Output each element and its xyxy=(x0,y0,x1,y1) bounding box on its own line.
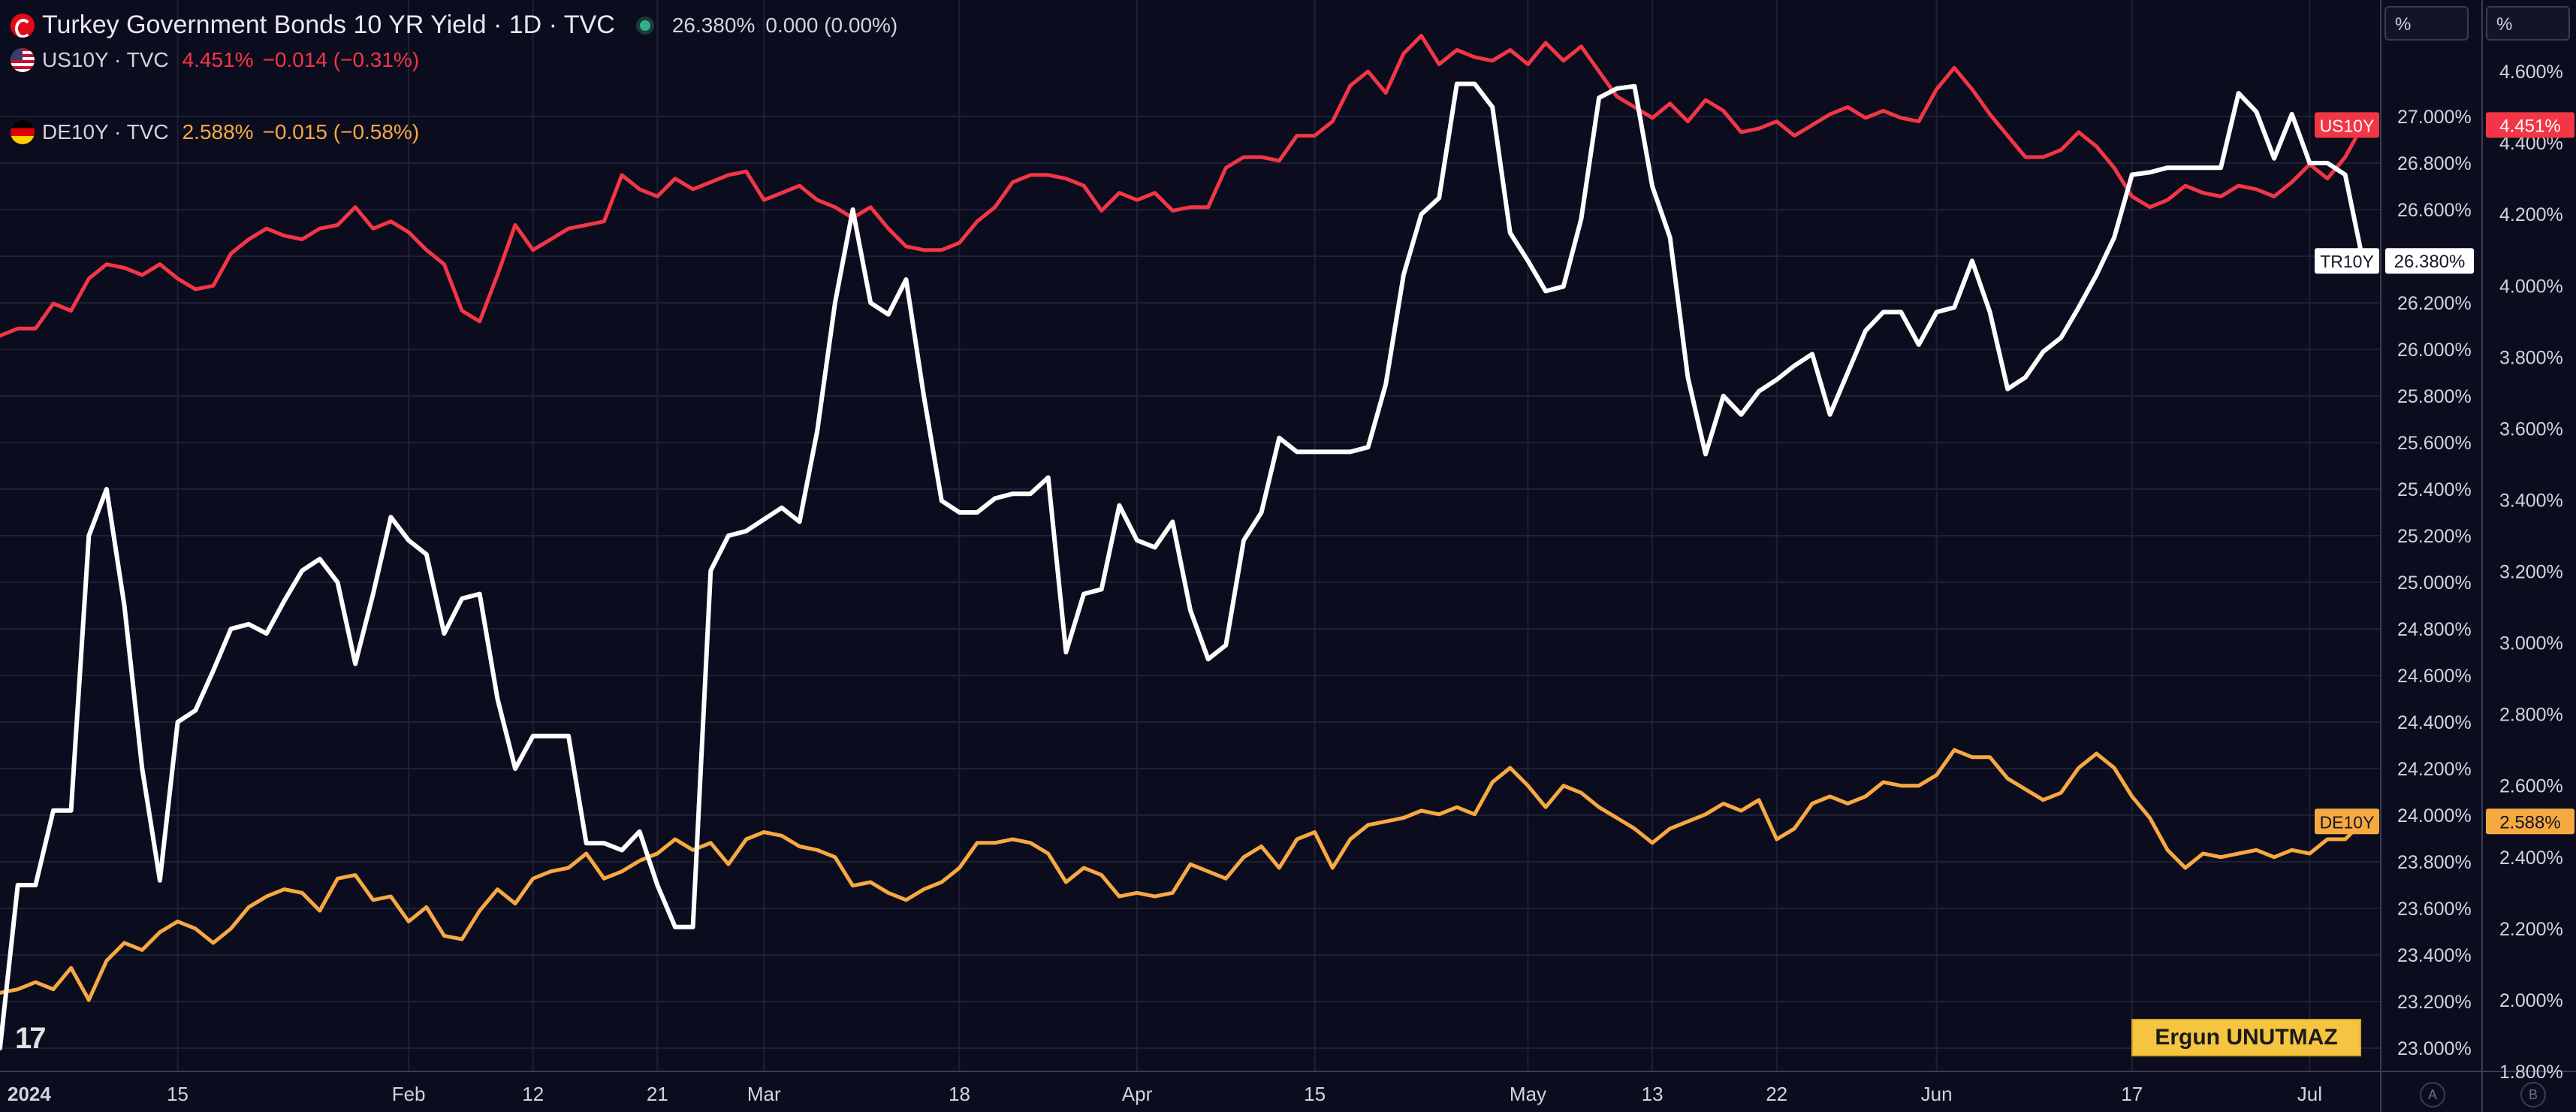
x-tick-label: 21 xyxy=(647,1083,668,1105)
market-status-dot xyxy=(635,16,654,35)
left-scale-unit[interactable]: % xyxy=(2384,6,2469,41)
right-axis-tick-label: 2.200% xyxy=(2499,919,2563,940)
last-value-pill-de10y: 2.588% xyxy=(2486,808,2574,835)
author-watermark: Ergun UNUTMAZ xyxy=(2131,1019,2361,1056)
series-tag-us10y: US10Y xyxy=(2315,112,2379,138)
right-axis-tick-label: 1.800% xyxy=(2499,1062,2563,1083)
series-tag-text: US10Y xyxy=(2320,116,2375,135)
right-axis-tick-label: 2.400% xyxy=(2499,848,2563,869)
x-tick-label: 12 xyxy=(522,1083,544,1105)
legend-de10y-name: DE10Y · TVC xyxy=(42,120,169,144)
series-tag-de10y: DE10Y xyxy=(2315,808,2379,835)
legend-us10y-value: 4.451% xyxy=(182,48,254,71)
right-axis-tick-label: 3.800% xyxy=(2499,347,2563,368)
right-axis-tick-label: 3.600% xyxy=(2499,419,2563,440)
x-tick-label: 17 xyxy=(2121,1083,2143,1105)
legend-main[interactable]: Turkey Government Bonds 10 YR Yield · 1D… xyxy=(11,11,897,40)
series-line-us10y[interactable] xyxy=(0,34,2365,338)
x-tick-label: May xyxy=(1510,1083,1546,1105)
legend-de10y-change: −0.015 (−0.58%) xyxy=(262,120,420,144)
left-axis-tick-label: 24.800% xyxy=(2397,619,2472,640)
x-tick-label: 15 xyxy=(1304,1083,1326,1105)
series-line-de10y[interactable] xyxy=(0,748,2365,1002)
x-tick-label: Feb xyxy=(392,1083,426,1105)
last-value-text: 2.588% xyxy=(2499,812,2560,832)
x-tick-label: 22 xyxy=(1766,1083,1787,1105)
legend-de10y-value: 2.588% xyxy=(182,120,254,144)
left-axis-tick-label: 26.600% xyxy=(2397,200,2472,221)
series-layer xyxy=(0,34,2366,1050)
x-tick-label: 2024 xyxy=(8,1083,51,1105)
x-tick-label: 13 xyxy=(1642,1083,1664,1105)
left-axis-tick-label: 25.600% xyxy=(2397,433,2472,454)
left-scale-mode-button[interactable]: A xyxy=(2420,1082,2445,1107)
left-axis-tick-label: 26.000% xyxy=(2397,340,2472,361)
last-value-text: 26.380% xyxy=(2394,252,2466,272)
main-series-price: 26.380% xyxy=(671,13,756,37)
last-value-pill-tr10y: 26.380% xyxy=(2385,248,2474,274)
left-axis-tick-label: 23.200% xyxy=(2397,992,2472,1013)
last-value-labels: TR10Y 26.380% US10Y 4.451% DE10Y 2.588% xyxy=(2315,112,2574,835)
series-tag-tr10y: TR10Y xyxy=(2315,248,2379,274)
right-axis-tick-label: 4.000% xyxy=(2499,276,2563,297)
left-axis-tick-label: 23.000% xyxy=(2397,1038,2472,1059)
last-value-text: 4.451% xyxy=(2499,116,2560,136)
turkey-flag-icon xyxy=(11,13,35,38)
left-axis-tick-label: 23.800% xyxy=(2397,852,2472,873)
right-axis-tick-label: 2.800% xyxy=(2499,705,2563,726)
left-axis-tick-label: 24.000% xyxy=(2397,805,2472,826)
legend-us10y-change: −0.014 (−0.31%) xyxy=(262,48,420,71)
left-axis-tick-label: 24.400% xyxy=(2397,712,2472,733)
left-axis-tick-label: 25.200% xyxy=(2397,526,2472,547)
last-value-pill-us10y: 4.451% xyxy=(2486,112,2574,138)
series-line-tr10y[interactable] xyxy=(0,81,2366,1050)
x-tick-label: 15 xyxy=(167,1083,189,1105)
left-axis-tick-label: 26.200% xyxy=(2397,293,2472,314)
x-tick-label: Mar xyxy=(747,1083,781,1105)
x-tick-label: Apr xyxy=(1122,1083,1153,1105)
left-axis-tick-label: 23.400% xyxy=(2397,945,2472,966)
left-axis-tick-label: 25.400% xyxy=(2397,479,2472,500)
right-scale-mode-button[interactable]: B xyxy=(2520,1082,2546,1107)
legend-us10y-name: US10Y · TVC xyxy=(42,48,169,71)
left-axis-tick-label: 25.800% xyxy=(2397,386,2472,407)
left-axis-tick-label: 26.800% xyxy=(2397,153,2472,174)
x-tick-label: 18 xyxy=(949,1083,970,1105)
x-tick-label: Jul xyxy=(2297,1083,2322,1105)
right-scale-unit[interactable]: % xyxy=(2486,6,2570,41)
legend-us10y[interactable]: US10Y · TVC 4.451% −0.014 (−0.31%) xyxy=(11,48,419,72)
x-tick-label: Jun xyxy=(1921,1083,1953,1105)
tradingview-logo-icon[interactable]: 17 xyxy=(15,1022,46,1055)
right-axis-tick-label: 4.200% xyxy=(2499,204,2563,225)
main-series-change: 0.000 (0.00%) xyxy=(765,13,898,37)
series-tag-text: TR10Y xyxy=(2320,252,2374,271)
chart-grid xyxy=(0,0,2381,1071)
right-axis-tick-label: 3.000% xyxy=(2499,633,2563,654)
legend-de10y[interactable]: DE10Y · TVC 2.588% −0.015 (−0.58%) xyxy=(11,120,419,144)
left-axis-tick-label: 27.000% xyxy=(2397,107,2472,128)
germany-flag-icon xyxy=(11,120,35,144)
left-axis-tick-label: 25.000% xyxy=(2397,573,2472,594)
right-axis-tick-label: 2.600% xyxy=(2499,776,2563,797)
right-axis-tick-label: 3.400% xyxy=(2499,490,2563,511)
left-axis-tick-label: 24.600% xyxy=(2397,666,2472,687)
left-axis-tick-label: 23.600% xyxy=(2397,899,2472,920)
right-axis-tick-label: 3.200% xyxy=(2499,562,2563,583)
time-axis: 2024 15 Feb 12 21 Mar 18 Apr 15 May 13 22 Jun 17 Jul xyxy=(8,1083,2322,1105)
right-axis-tick-label: 2.000% xyxy=(2499,990,2563,1011)
main-series-title: Turkey Government Bonds 10 YR Yield · 1D… xyxy=(42,11,615,39)
right-axis-tick-label: 4.600% xyxy=(2499,62,2563,83)
left-axis-tick-label: 24.200% xyxy=(2397,759,2472,780)
us-flag-icon xyxy=(11,48,35,72)
series-tag-text: DE10Y xyxy=(2320,812,2375,832)
